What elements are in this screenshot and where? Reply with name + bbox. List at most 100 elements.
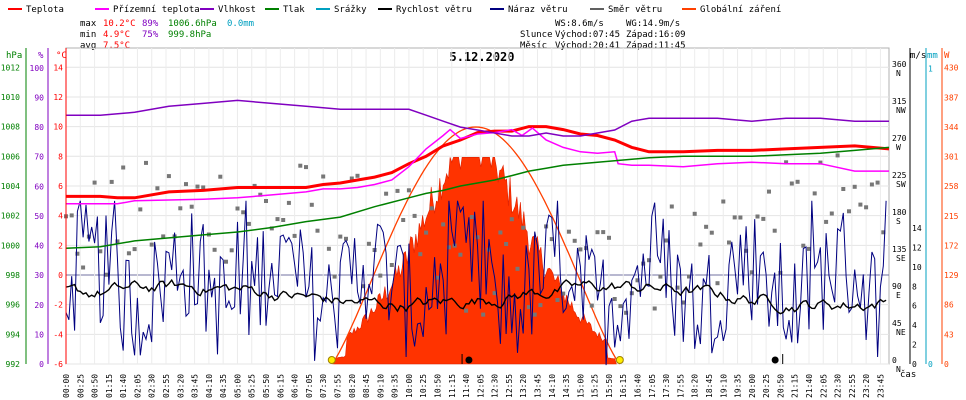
tick-label-time: 20:00 (748, 374, 757, 398)
tick-label-temp: -2 (53, 301, 63, 310)
wind-direction-point (692, 211, 697, 216)
wind-direction-point (624, 310, 629, 315)
wind-direction-point (504, 242, 509, 246)
tick-label-time: 22:05 (819, 374, 828, 398)
wind-direction-point (852, 184, 857, 189)
wind-direction-point (458, 252, 463, 257)
unit-degc: °C (56, 51, 67, 61)
wind-direction-point (675, 285, 680, 290)
tick-label-time: 09:10 (376, 374, 385, 398)
tick-label-temp: -6 (53, 360, 63, 369)
tick-label-w: 430 (944, 64, 959, 73)
wind-direction-point (378, 273, 383, 278)
tick-label-time: 19:35 (734, 374, 743, 398)
tick-label-temp: 6 (58, 182, 63, 191)
tick-label-time: 00:25 (76, 374, 85, 398)
tick-label-ms: 14 (912, 224, 922, 233)
wind-direction-point (727, 240, 731, 245)
tick-label-time: 02:05 (133, 374, 142, 398)
wind-direction-point (469, 215, 474, 219)
tick-label-mm: 1 (928, 65, 933, 74)
wind-direction-point (252, 183, 257, 188)
tick-label-dir-compass: N (896, 365, 901, 374)
radiation-area (333, 157, 617, 365)
tick-label-hpa: 998 (6, 271, 21, 280)
legend-label-vlhkost: Vlhkost (218, 5, 256, 15)
wind-direction-point (669, 204, 674, 209)
tick-label-temp: 8 (58, 152, 63, 161)
tick-label-dir: 180 (892, 208, 907, 217)
tick-label-hpa: 996 (6, 301, 21, 310)
wind-direction-point (526, 305, 531, 310)
wind-direction-point (538, 303, 543, 308)
wind-direction-point (509, 217, 514, 222)
tick-label-time: 07:55 (334, 374, 343, 398)
wind-direction-point (121, 165, 126, 170)
tick-label-mm: 0 (928, 360, 933, 369)
wind-direction-point (241, 210, 246, 215)
wind-direction-point (566, 229, 571, 234)
tick-label-dir: 270 (892, 134, 907, 143)
tick-label-time: 14:10 (548, 374, 557, 398)
wind-ws: WS:8.6m/s (555, 19, 604, 29)
legend-label-teplota: Teplota (26, 5, 64, 15)
wind-direction-point (881, 230, 886, 235)
tick-label-ms: 8 (912, 282, 917, 291)
tick-label-time: 03:20 (176, 374, 185, 398)
tick-label-time: 23:20 (862, 374, 871, 398)
tick-label-time: 04:10 (205, 374, 214, 398)
wind-direction-point (618, 304, 623, 309)
tick-label-time: 13:45 (534, 374, 543, 398)
series-0-line (66, 125, 890, 200)
tick-label-time: 11:40 (462, 374, 471, 398)
wind-wg: WG:14.9m/s (626, 19, 680, 29)
wind-direction-point (321, 174, 326, 179)
wind-direction-point (298, 163, 303, 168)
tick-label-hpa: 992 (6, 360, 21, 369)
wind-direction-point (104, 272, 108, 277)
solar-max-curve (331, 126, 621, 365)
tick-label-hpa: 1006 (1, 152, 20, 161)
tick-label-dir-compass: NE (896, 328, 906, 337)
tick-label-pct: 60 (34, 182, 44, 191)
wind-direction-point (807, 246, 811, 251)
wind-direction-point (481, 312, 486, 317)
stats-max-label: max (80, 19, 97, 29)
tick-label-hpa: 1002 (1, 212, 20, 221)
tick-label-w: 0 (944, 360, 949, 369)
tick-label-time: 12:05 (476, 374, 485, 398)
tick-label-temp: 2 (58, 241, 63, 250)
wind-direction-point (784, 160, 789, 165)
wind-direction-point (166, 174, 171, 179)
wind-direction-point (212, 247, 217, 252)
legend-label-tlak: Tlak (283, 5, 305, 15)
wind-direction-point (389, 263, 394, 267)
tick-label-dir: 90 (892, 282, 902, 291)
moon-set: Západ:11:45 (626, 41, 686, 51)
wind-direction-point (635, 278, 640, 283)
wind-direction-point (869, 182, 874, 187)
wind-direction-point (687, 274, 691, 279)
stats-max-rain: 0.0mm (227, 19, 254, 29)
wind-direction-point (435, 275, 440, 280)
tick-label-w: 301 (944, 153, 959, 162)
wind-direction-point (612, 297, 617, 301)
tick-label-hpa: 1000 (1, 241, 20, 250)
legend-label-naraz: Náraz větru (508, 5, 568, 15)
tick-label-dir-compass: N (896, 69, 901, 78)
tick-label-w: 387 (944, 93, 959, 102)
moonset-marker (465, 356, 473, 364)
tick-label-time: 08:20 (348, 374, 357, 398)
tick-label-time: 16:15 (619, 374, 628, 398)
tick-label-time: 21:40 (805, 374, 814, 398)
wind-direction-point (161, 234, 166, 239)
tick-label-w: 86 (944, 301, 954, 310)
unit-ms: m/s (910, 51, 926, 61)
tick-label-time: 15:25 (591, 374, 600, 398)
wind-direction-point (264, 199, 268, 203)
tick-label-ms: 0 (912, 360, 917, 369)
tick-label-time: 20:50 (776, 374, 785, 398)
legend-label-prizemni: Přízemní teplota (113, 5, 200, 15)
wind-direction-point (224, 259, 228, 264)
tick-label-hpa: 1004 (1, 182, 20, 191)
